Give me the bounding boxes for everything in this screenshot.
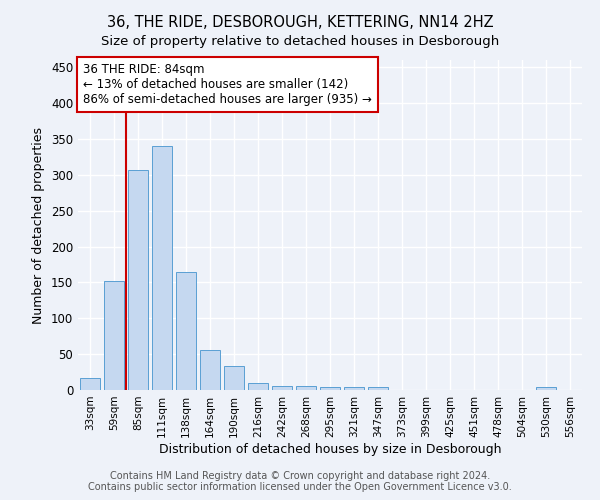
Bar (296, 386, 316, 390)
Bar (104, 281, 124, 390)
Y-axis label: Number of detached properties: Number of detached properties (32, 126, 46, 324)
X-axis label: Distribution of detached houses by size in Desborough: Distribution of detached houses by size … (159, 442, 501, 456)
Bar (128, 170, 148, 390)
Bar (536, 387, 556, 390)
Text: Size of property relative to detached houses in Desborough: Size of property relative to detached ho… (101, 35, 499, 48)
Bar (320, 387, 340, 390)
Text: 36 THE RIDE: 84sqm
← 13% of detached houses are smaller (142)
86% of semi-detach: 36 THE RIDE: 84sqm ← 13% of detached hou… (83, 64, 372, 106)
Bar (200, 350, 220, 390)
Bar (248, 383, 268, 390)
Bar (80, 378, 100, 390)
Bar (176, 272, 196, 390)
Bar (368, 387, 388, 390)
Text: Contains HM Land Registry data © Crown copyright and database right 2024.
Contai: Contains HM Land Registry data © Crown c… (88, 471, 512, 492)
Bar (152, 146, 172, 390)
Bar (272, 386, 292, 390)
Bar (344, 387, 364, 390)
Text: 36, THE RIDE, DESBOROUGH, KETTERING, NN14 2HZ: 36, THE RIDE, DESBOROUGH, KETTERING, NN1… (107, 15, 493, 30)
Bar (224, 366, 244, 390)
